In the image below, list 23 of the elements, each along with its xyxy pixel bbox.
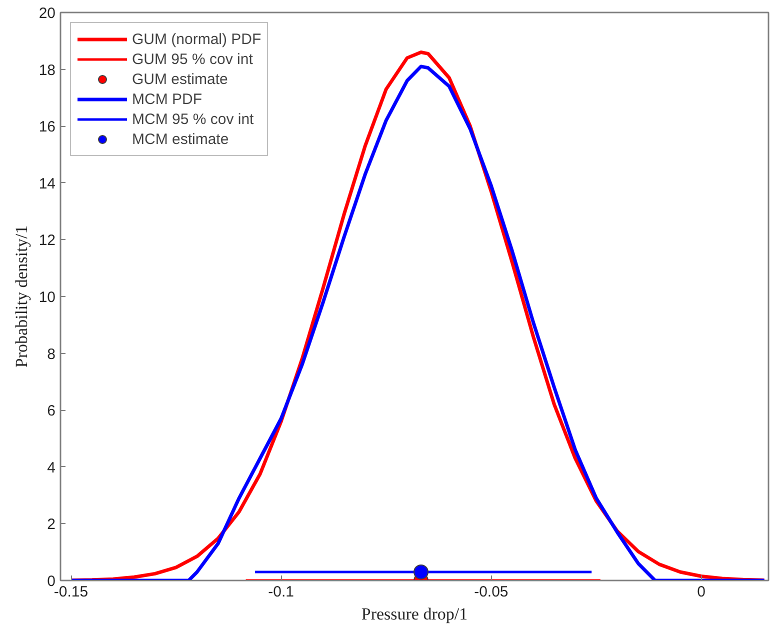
y-tick-label: 12	[38, 232, 56, 250]
y-tick-label: 20	[38, 5, 56, 22]
legend-label: MCM 95 % cov int	[132, 110, 254, 128]
x-tick-label: -0.15	[54, 584, 88, 600]
x-tick-label: -0.05	[474, 584, 508, 600]
x-tick-label: 0	[697, 584, 706, 600]
y-tick-label: 8	[47, 346, 56, 363]
y-tick-label: 10	[38, 289, 56, 306]
legend-label: GUM (normal) PDF	[132, 30, 262, 48]
legend-label: GUM estimate	[132, 70, 228, 88]
y-tick-label: 4	[47, 459, 56, 476]
y-tick-label: 2	[47, 516, 56, 534]
legend-label: MCM PDF	[132, 90, 202, 108]
y-tick-label: 6	[47, 402, 56, 420]
y-tick-label: 16	[38, 118, 56, 136]
x-tick-label: -0.1	[268, 584, 294, 600]
y-tick-label: 0	[47, 573, 56, 590]
y-tick-label: 18	[38, 62, 56, 79]
y-tick-label: 14	[38, 175, 56, 192]
legend-label: MCM estimate	[132, 130, 229, 148]
legend-label: GUM 95 % cov int	[132, 50, 253, 68]
x-axis-title: Pressure drop/1	[361, 604, 468, 624]
y-axis-title: Probability density/1	[12, 225, 31, 368]
